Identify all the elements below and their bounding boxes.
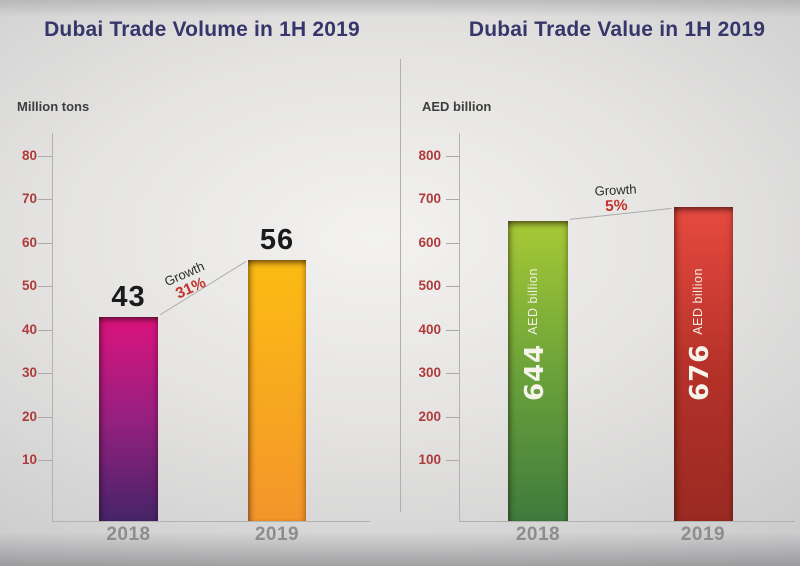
y-axis-tick-label: 200 bbox=[418, 408, 441, 424]
y-axis-tick-label: 30 bbox=[21, 365, 37, 380]
bar-2018: 644 AED billion bbox=[508, 221, 568, 521]
y-axis-tick bbox=[446, 286, 459, 287]
bar-2019: 676 AED billion bbox=[673, 207, 733, 521]
y-axis-tick bbox=[446, 155, 459, 157]
bar-value-label: 56 bbox=[259, 224, 295, 257]
x-axis-baseline bbox=[52, 521, 370, 522]
bar-unit: AED billion bbox=[691, 268, 705, 335]
growth-annotation-value: Growth 5% bbox=[594, 181, 638, 216]
x-axis-baseline bbox=[459, 521, 795, 522]
y-axis-tick bbox=[446, 329, 459, 331]
y-axis-tick bbox=[38, 199, 52, 200]
y-axis-tick-label: 300 bbox=[418, 365, 441, 380]
growth-label: Growth bbox=[594, 181, 637, 199]
y-axis-tick-label: 100 bbox=[418, 452, 441, 467]
chart-divider-line bbox=[400, 59, 401, 512]
x-axis-category-label: 2019 bbox=[680, 524, 726, 545]
growth-percentage: 5% bbox=[604, 196, 628, 216]
y-axis-tick bbox=[38, 242, 52, 244]
y-axis-tick bbox=[446, 242, 459, 244]
bar-2019 bbox=[248, 260, 306, 521]
y-axis-tick-label: 80 bbox=[21, 147, 37, 163]
y-axis-tick bbox=[446, 199, 459, 200]
y-axis-tick-label: 500 bbox=[418, 278, 441, 293]
y-axis-tick bbox=[446, 460, 459, 461]
y-axis-tick-label: 70 bbox=[21, 191, 37, 206]
y-axis-tick bbox=[446, 416, 459, 418]
bar-2018 bbox=[99, 316, 158, 521]
bar-inside-label: 676 AED billion bbox=[683, 268, 719, 401]
bar-value: 644 bbox=[520, 343, 550, 401]
y-axis-tick-label: 60 bbox=[21, 234, 37, 250]
y-axis-tick bbox=[38, 416, 52, 418]
x-axis-category-label: 2019 bbox=[254, 524, 300, 545]
y-axis-line bbox=[52, 133, 53, 521]
value-chart-unit-label: AED billion bbox=[422, 99, 492, 114]
bar-unit: AED billion bbox=[526, 268, 540, 335]
volume-chart-title: Dubai Trade Volume in 1H 2019 bbox=[44, 18, 360, 41]
x-axis-category-label: 2018 bbox=[106, 524, 151, 545]
y-axis-tick-label: 20 bbox=[21, 408, 37, 424]
y-axis-tick bbox=[446, 373, 459, 374]
y-axis-tick-label: 600 bbox=[418, 234, 441, 250]
y-axis-tick bbox=[38, 286, 52, 287]
y-axis-tick bbox=[38, 460, 52, 461]
volume-chart-unit-label: Million tons bbox=[17, 99, 90, 114]
y-axis-tick-label: 800 bbox=[418, 147, 441, 163]
value-chart-title: Dubai Trade Value in 1H 2019 bbox=[468, 18, 766, 41]
bar-value-label: 43 bbox=[111, 280, 146, 313]
y-axis-tick-label: 400 bbox=[418, 321, 441, 337]
y-axis-tick-label: 10 bbox=[21, 452, 37, 467]
bar-inside-label: 644 AED billion bbox=[518, 268, 554, 401]
x-axis-category-label: 2018 bbox=[515, 524, 561, 545]
bar-value: 676 bbox=[685, 343, 715, 401]
y-axis-tick-label: 50 bbox=[21, 278, 37, 293]
y-axis-line bbox=[459, 133, 460, 521]
y-axis-tick bbox=[38, 329, 52, 331]
y-axis-tick-label: 40 bbox=[21, 321, 37, 337]
y-axis-tick bbox=[38, 373, 52, 374]
y-axis-tick-label: 700 bbox=[418, 191, 441, 206]
y-axis-tick bbox=[38, 155, 52, 157]
